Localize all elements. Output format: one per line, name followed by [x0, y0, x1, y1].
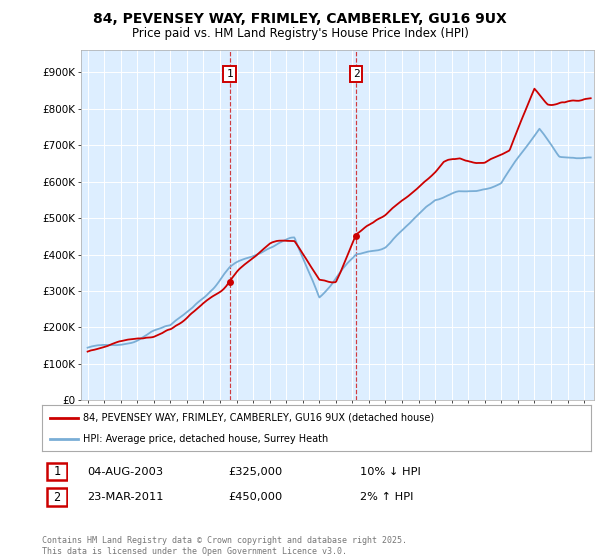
Text: 84, PEVENSEY WAY, FRIMLEY, CAMBERLEY, GU16 9UX: 84, PEVENSEY WAY, FRIMLEY, CAMBERLEY, GU…	[93, 12, 507, 26]
Text: 23-MAR-2011: 23-MAR-2011	[87, 492, 163, 502]
Bar	[47, 463, 67, 480]
Text: 10% ↓ HPI: 10% ↓ HPI	[360, 466, 421, 477]
Text: 1: 1	[226, 69, 233, 79]
Text: 1: 1	[53, 465, 61, 478]
Text: 2: 2	[53, 491, 61, 504]
Text: £325,000: £325,000	[228, 466, 282, 477]
Text: 2: 2	[353, 69, 359, 79]
Bar	[47, 488, 67, 506]
Text: 2% ↑ HPI: 2% ↑ HPI	[360, 492, 413, 502]
Text: Price paid vs. HM Land Registry's House Price Index (HPI): Price paid vs. HM Land Registry's House …	[131, 27, 469, 40]
Text: 04-AUG-2003: 04-AUG-2003	[87, 466, 163, 477]
Text: 84, PEVENSEY WAY, FRIMLEY, CAMBERLEY, GU16 9UX (detached house): 84, PEVENSEY WAY, FRIMLEY, CAMBERLEY, GU…	[83, 413, 434, 423]
Text: Contains HM Land Registry data © Crown copyright and database right 2025.
This d: Contains HM Land Registry data © Crown c…	[42, 536, 407, 556]
Text: £450,000: £450,000	[228, 492, 282, 502]
Text: HPI: Average price, detached house, Surrey Heath: HPI: Average price, detached house, Surr…	[83, 435, 328, 444]
